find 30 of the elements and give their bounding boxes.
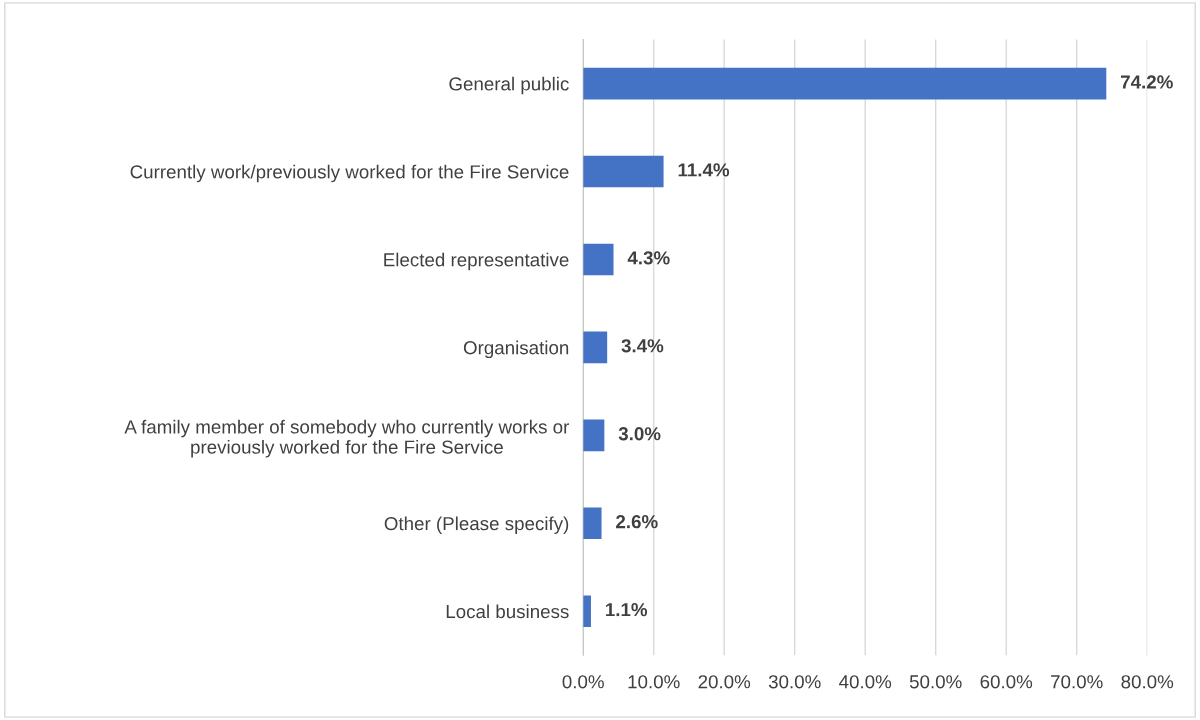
data-label: 4.3%	[627, 251, 670, 265]
x-tick-label: 30.0%	[768, 675, 821, 689]
y-tick-label: Other (Please specify)	[384, 516, 569, 534]
bar	[583, 331, 608, 364]
bar	[583, 67, 1107, 100]
y-tick-label: General public	[449, 76, 569, 95]
y-tick-label: Organisation	[463, 340, 569, 359]
y-tick-label: Currently work/previously worked for the Fire Service	[130, 164, 569, 183]
x-tick-label: 60.0%	[980, 675, 1033, 689]
x-tick-label: 0.0%	[562, 675, 604, 689]
x-tick-label: 20.0%	[698, 675, 751, 689]
x-tick-label: 50.0%	[909, 675, 962, 689]
x-tick-label: 40.0%	[839, 675, 892, 689]
y-tick-label: A family member of somebody who currently works or previously worked for the Fire Service	[124, 419, 570, 458]
y-tick-label: Elected representative	[384, 252, 569, 271]
bar	[583, 595, 591, 628]
data-label: 3.4%	[621, 339, 664, 353]
data-label: 1.1%	[606, 603, 648, 617]
data-label: 2.6%	[616, 515, 658, 529]
bar	[583, 155, 664, 188]
bar	[583, 419, 605, 452]
y-tick-label: Local business	[446, 604, 569, 619]
x-tick-label: 10.0%	[628, 675, 680, 689]
data-label: 74.2%	[1121, 75, 1173, 89]
bar	[583, 243, 614, 276]
data-label: 11.4%	[678, 163, 730, 177]
x-tick-label: 80.0%	[1121, 675, 1174, 689]
x-tick-label: 70.0%	[1051, 675, 1103, 689]
bar	[583, 507, 602, 540]
data-label: 3.0%	[618, 427, 661, 441]
